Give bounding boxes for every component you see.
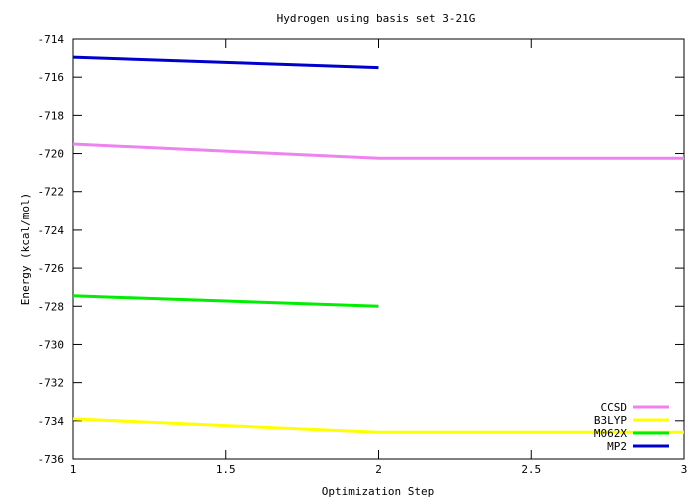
series-line-ccsd [72,142,684,160]
y-tick-label: -722 [38,186,65,199]
plot-area [72,38,685,460]
series-lines [72,55,684,434]
series-line-b3lyp [72,417,684,434]
y-tick-label: -726 [38,262,65,275]
legend-label: B3LYP [594,414,627,427]
legend-label: CCSD [601,401,628,414]
x-tick-label: 1 [70,463,77,476]
x-tick-label: 2.5 [521,463,541,476]
y-tick-label: -736 [38,453,65,466]
series-line-mp2 [72,55,379,70]
y-tick-label: -732 [38,377,65,390]
x-tick-label: 1.5 [216,463,236,476]
legend-label: MP2 [607,440,627,453]
y-axis: -736 -734 -732 -730 -728 -726 -724 -722 -720 -718… [38,33,684,466]
y-tick-label: -728 [38,300,65,313]
y-tick-label: -734 [38,415,65,428]
plot-border [72,38,685,460]
y-tick-label: -718 [38,109,65,122]
x-axis-label: Optimization Step [322,485,435,498]
y-tick-label: -724 [38,224,65,237]
x-tick-label: 3 [681,463,688,476]
x-axis: 1 1.5 2 2.5 3 [70,39,688,476]
y-tick-label: -714 [38,33,65,46]
x-tick-label: 2 [375,463,382,476]
y-tick-label: -730 [38,338,65,351]
y-axis-label: Energy (kcal/mol) [19,193,32,306]
y-tick-label: -720 [38,148,65,161]
chart-title: Hydrogen using basis set 3-21G [277,12,476,25]
legend-label: M062X [594,427,627,440]
series-line-m062x [72,294,379,308]
y-tick-label: -716 [38,71,65,84]
